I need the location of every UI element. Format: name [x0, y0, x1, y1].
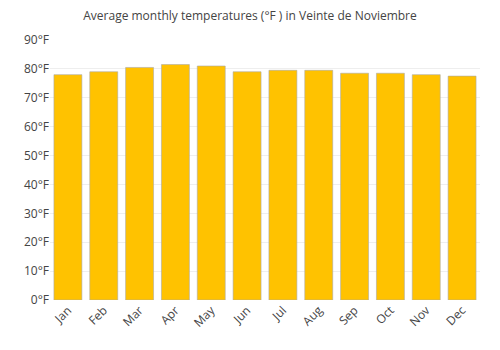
svg-text:Mar: Mar	[119, 302, 147, 330]
svg-text:Jul: Jul	[268, 302, 290, 324]
svg-text:0°F: 0°F	[31, 291, 49, 308]
svg-text:Nov: Nov	[406, 302, 434, 330]
svg-text:50°F: 50°F	[24, 147, 49, 164]
svg-text:60°F: 60°F	[24, 118, 49, 135]
svg-text:Jan: Jan	[50, 302, 75, 327]
svg-text:20°F: 20°F	[24, 233, 49, 250]
svg-text:May: May	[190, 301, 219, 330]
svg-text:10°F: 10°F	[24, 262, 49, 279]
svg-text:Apr: Apr	[156, 302, 182, 328]
svg-text:Aug: Aug	[299, 302, 327, 330]
svg-text:Sep: Sep	[335, 302, 362, 329]
svg-text:Feb: Feb	[84, 302, 110, 328]
svg-text:Average monthly temperatures (: Average monthly temperatures (°F ) in Ve…	[83, 7, 417, 24]
svg-text:90°F: 90°F	[24, 31, 49, 48]
svg-text:70°F: 70°F	[24, 89, 49, 106]
svg-text:30°F: 30°F	[24, 205, 49, 222]
svg-text:80°F: 80°F	[24, 60, 49, 77]
svg-text:Jun: Jun	[229, 302, 254, 327]
svg-text:Dec: Dec	[442, 302, 469, 329]
svg-text:40°F: 40°F	[24, 176, 49, 193]
svg-text:Oct: Oct	[372, 302, 398, 328]
